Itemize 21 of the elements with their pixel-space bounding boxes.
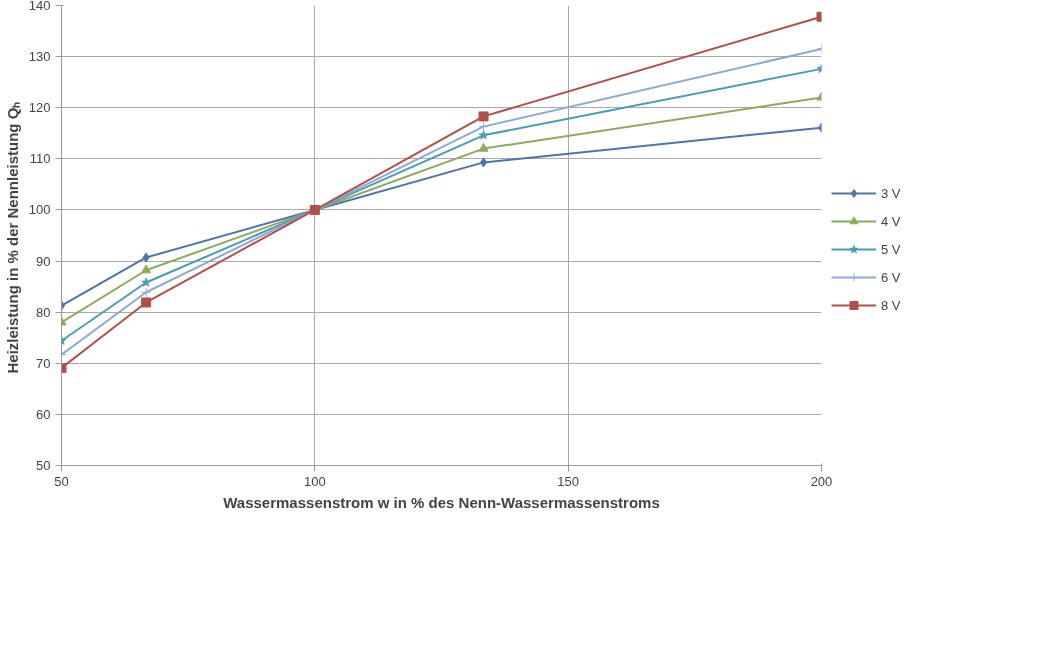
y-tick-label: 70 <box>36 355 51 371</box>
legend-label: 6 V <box>881 269 901 285</box>
y-tick-label: 100 <box>28 202 51 218</box>
x-tick-label: 200 <box>810 473 833 489</box>
y-tick-label: 110 <box>29 151 51 167</box>
y-tick-label: 120 <box>28 100 51 116</box>
y-tick-label: 80 <box>36 304 51 320</box>
legend-label: 3 V <box>881 185 901 201</box>
legend-label: 5 V <box>881 241 901 257</box>
y-tick-label: 140 <box>28 0 51 13</box>
y-tick-label: 50 <box>36 458 51 473</box>
legend-label: 8 V <box>881 297 901 313</box>
y-tick-label: 90 <box>36 253 51 269</box>
legend-label: 4 V <box>881 213 901 229</box>
y-tick-label: 60 <box>36 406 51 422</box>
x-tick-label: 50 <box>54 473 69 489</box>
x-tick-label: 150 <box>557 473 580 489</box>
y-tick-label: 130 <box>28 49 51 65</box>
x-axis-title: Wassermassenstrom w in % des Nenn-Wassermassenstroms <box>223 493 660 511</box>
y-axis-title: Heizleistung in % der Nennleistung Qₕ <box>3 101 21 374</box>
x-tick-label: 100 <box>303 473 326 489</box>
